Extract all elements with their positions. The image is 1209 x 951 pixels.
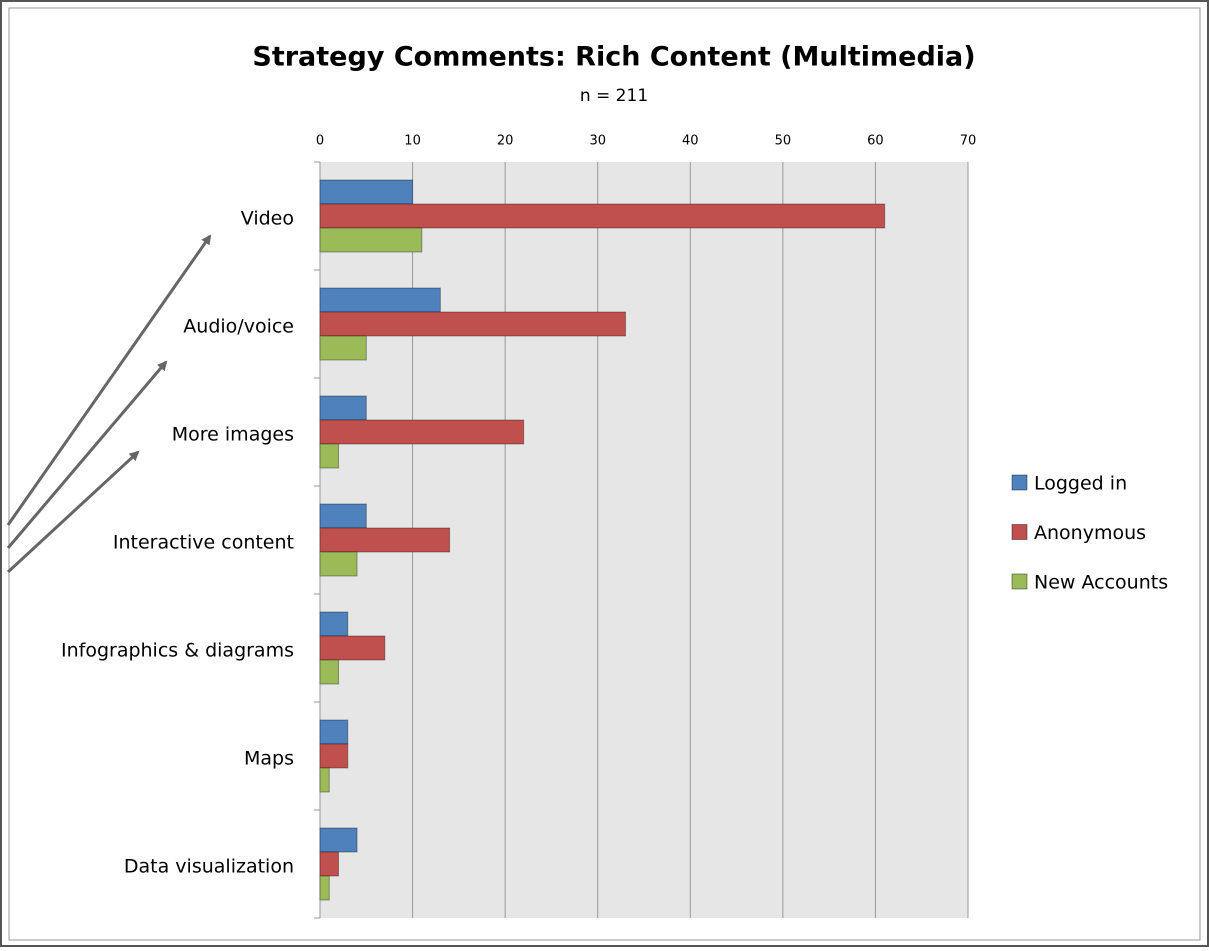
x-tick-label: 0 [316,134,324,149]
y-tick-label: Data visualization [124,856,294,878]
y-tick-label: Infographics & diagrams [61,640,294,662]
bar [319,311,626,337]
y-tick-label: Video [241,208,294,230]
bar [319,743,349,769]
bar [319,227,423,253]
legend-swatch [1011,524,1028,540]
y-tick-label: Maps [244,748,294,770]
bar [319,503,367,529]
legend-label: Logged in [1034,473,1127,495]
bar [319,527,451,553]
inner-frame [8,7,1201,941]
bar [319,395,367,421]
arrow [6,360,168,549]
bar [319,719,349,745]
chart-subtitle: n = 211 [580,86,648,106]
bar [319,611,349,637]
x-tick-label: 50 [775,134,792,149]
legend-label: New Accounts [1034,572,1168,594]
bar [319,659,340,685]
x-tick-label: 20 [497,134,514,149]
bar [319,419,525,445]
x-tick-label: 40 [682,134,699,149]
bar [319,551,358,577]
arrow [6,450,140,574]
legend-swatch [1011,474,1028,491]
x-tick-label: 70 [960,134,977,149]
x-tick-label: 30 [589,134,606,149]
x-tick-label: 10 [404,134,421,149]
bar [319,851,340,877]
y-tick-label: More images [172,424,294,446]
bar [319,767,330,793]
arrows [6,234,212,574]
bar [319,875,330,901]
chart-title: Strategy Comments: Rich Content (Multime… [252,42,975,73]
bar [319,179,414,205]
arrow [6,234,212,526]
bar [319,287,441,313]
bar [319,203,886,229]
legend-label: Anonymous [1034,522,1146,544]
y-tick-label: Interactive content [113,532,294,554]
legend-swatch [1011,573,1028,590]
bar [319,827,358,853]
bar [319,443,340,469]
bar [319,335,367,361]
bar [319,635,386,661]
y-tick-label: Audio/voice [183,316,294,338]
x-tick-label: 60 [867,134,884,149]
